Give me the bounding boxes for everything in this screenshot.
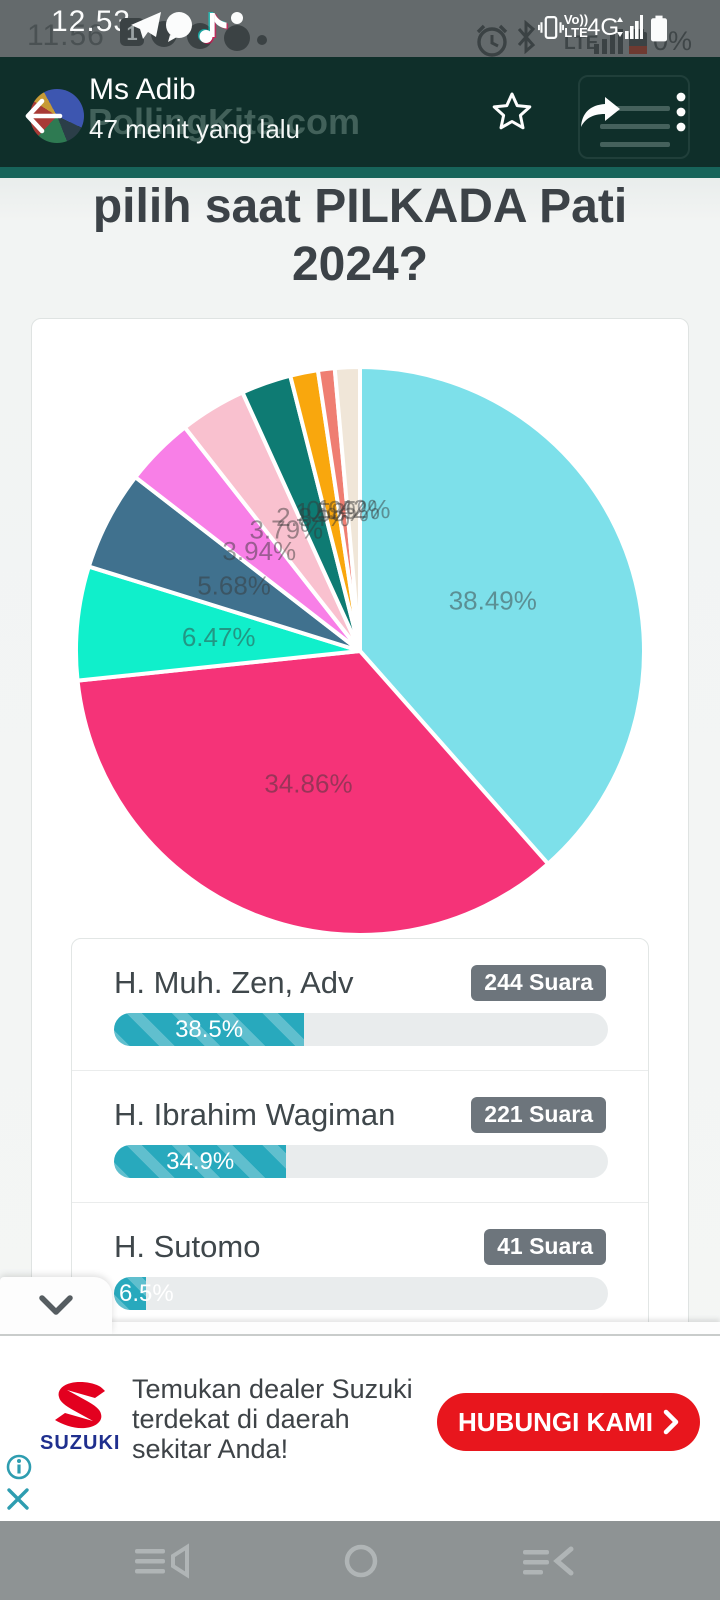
candidate-name: H. Muh. Zen, Adv	[114, 965, 354, 1000]
pie-slice-label: 3.79%	[249, 515, 323, 545]
pie-slice-label: 34.86%	[264, 768, 352, 798]
back-button[interactable]	[25, 98, 63, 134]
progress-fill: 6.5%	[114, 1277, 174, 1310]
pie-slice-label: 2.84%	[276, 502, 350, 532]
nav-back-button[interactable]	[521, 1541, 577, 1581]
network-type-text: 4G	[587, 14, 620, 41]
pie-slice-label: 6.47%	[182, 622, 256, 652]
chevron-right-icon	[663, 1409, 679, 1435]
row-header: H. Ibrahim Wagiman 221 Suara	[114, 1097, 606, 1133]
result-row: H. Ibrahim Wagiman 221 Suara 34.9%	[72, 1070, 648, 1202]
percent-label: 6.5%	[119, 1279, 174, 1307]
clock-text: 12.53	[51, 5, 132, 38]
notification-dot-icon	[231, 12, 243, 24]
ghost-lte-text: LTE	[564, 33, 599, 54]
ghost-menu-line	[600, 106, 670, 111]
votes-badge: 244 Suara	[471, 965, 606, 1001]
chevron-down-icon	[39, 1294, 73, 1315]
ghost-clock-text: 11.56	[27, 19, 105, 52]
status-viewer-header: PollingKita.com Ms Adib 47 menit yang la…	[0, 57, 720, 167]
signal-bars-icon	[617, 15, 643, 39]
nav-home-button[interactable]	[342, 1541, 380, 1581]
ad-banner[interactable]: SUZUKI Temukan dealer Suzuki terdekat di…	[0, 1334, 720, 1521]
site-navbar-sliver	[0, 167, 720, 178]
status-bar: 11.56 12.53 1	[0, 0, 720, 57]
result-row: H. Muh. Zen, Adv 244 Suara 38.5%	[72, 939, 648, 1070]
pie-slice-label: 1.42%	[317, 494, 391, 524]
vibrate-icon	[538, 15, 564, 40]
pie-slice	[74, 564, 362, 683]
votes-badge: 221 Suara	[471, 1097, 606, 1133]
nav-recents-button[interactable]	[133, 1541, 191, 1581]
android-navbar	[0, 1521, 720, 1600]
progress-track: 38.5%	[114, 1013, 608, 1046]
pie-slice	[358, 365, 646, 866]
ghost-bluetooth-icon	[517, 20, 536, 54]
advertiser-logo: SUZUKI	[40, 1380, 120, 1455]
question-line-2: 2024?	[291, 238, 429, 291]
result-row: H. Sutomo 41 Suara 6.5%	[72, 1202, 648, 1334]
ad-cta-label: HUBUNGI KAMI	[458, 1406, 653, 1437]
pie-slice-label: 3.94%	[222, 536, 296, 566]
pie-slice-label: 38.49%	[449, 586, 537, 616]
ghost-menu-line	[600, 142, 670, 147]
candidate-name: H. Ibrahim Wagiman	[114, 1097, 396, 1132]
ad-text-line-3: sekitar Anda!	[132, 1434, 289, 1464]
row-header: H. Sutomo 41 Suara	[114, 1229, 606, 1265]
pie-chart: 38.49% 34.86% 6.47% 5.68% 3.94%3.79%2.84%1.5…	[74, 365, 646, 937]
forward-button[interactable]	[578, 89, 624, 135]
ad-close-icon[interactable]	[6, 1487, 30, 1511]
pie-slice	[332, 365, 362, 653]
ad-text-line-1: Temukan dealer Suzuki	[132, 1374, 413, 1404]
question-line-1: pilih saat PILKADA Pati	[92, 180, 628, 233]
progress-fill: 34.9%	[114, 1145, 287, 1178]
svg-text:1: 1	[126, 23, 137, 45]
telegram-icon	[131, 12, 161, 39]
ghost-site-logo: PollingKita.com	[88, 101, 361, 142]
overflow-menu-button[interactable]	[658, 89, 704, 135]
pie-slice-label: 1.58%	[295, 497, 369, 527]
percent-label: 38.5%	[175, 1015, 244, 1043]
star-button[interactable]	[489, 89, 535, 135]
poll-question: pilih saat PILKADA Pati 2024?	[0, 178, 720, 294]
ghost-alarm-icon	[476, 24, 508, 57]
pie-slice	[75, 649, 551, 937]
advertiser-name: SUZUKI	[40, 1432, 121, 1454]
ghost-menu-icon	[578, 75, 690, 159]
votes-badge: 41 Suara	[484, 1229, 606, 1265]
pie-slice-label: 5.68%	[197, 570, 271, 600]
candidate-name: H. Sutomo	[114, 1229, 261, 1264]
pie-slice-label: 0.95%	[306, 495, 380, 525]
progress-fill: 38.5%	[114, 1013, 305, 1046]
ghost-menu-line	[600, 124, 670, 129]
volte-icon: Vo)) LTE	[563, 12, 589, 40]
ad-cta-button[interactable]: HUBUNGI KAMI	[437, 1393, 700, 1451]
contact-name: Ms Adib	[89, 73, 196, 106]
ad-text: Temukan dealer Suzuki terdekat di daerah…	[132, 1374, 413, 1464]
volte-lte-text: LTE	[564, 25, 588, 40]
battery-icon	[651, 15, 667, 42]
collapse-ad-button[interactable]	[0, 1277, 112, 1334]
row-header: H. Muh. Zen, Adv 244 Suara	[114, 965, 606, 1001]
ad-text-line-2: terdekat di daerah	[132, 1404, 350, 1434]
percent-label: 34.9%	[166, 1147, 235, 1175]
progress-track: 34.9%	[114, 1145, 608, 1178]
suzuki-logo-icon	[55, 1382, 105, 1429]
messenger-icon	[166, 12, 192, 42]
status-timestamp: 47 menit yang lalu	[89, 114, 301, 144]
progress-track: 6.5%	[114, 1277, 608, 1310]
ad-info-icon[interactable]	[6, 1454, 32, 1480]
tiktok-icon	[197, 12, 229, 44]
volte-vo-text: Vo	[563, 12, 580, 27]
ad-sheet-strip	[0, 1322, 720, 1334]
